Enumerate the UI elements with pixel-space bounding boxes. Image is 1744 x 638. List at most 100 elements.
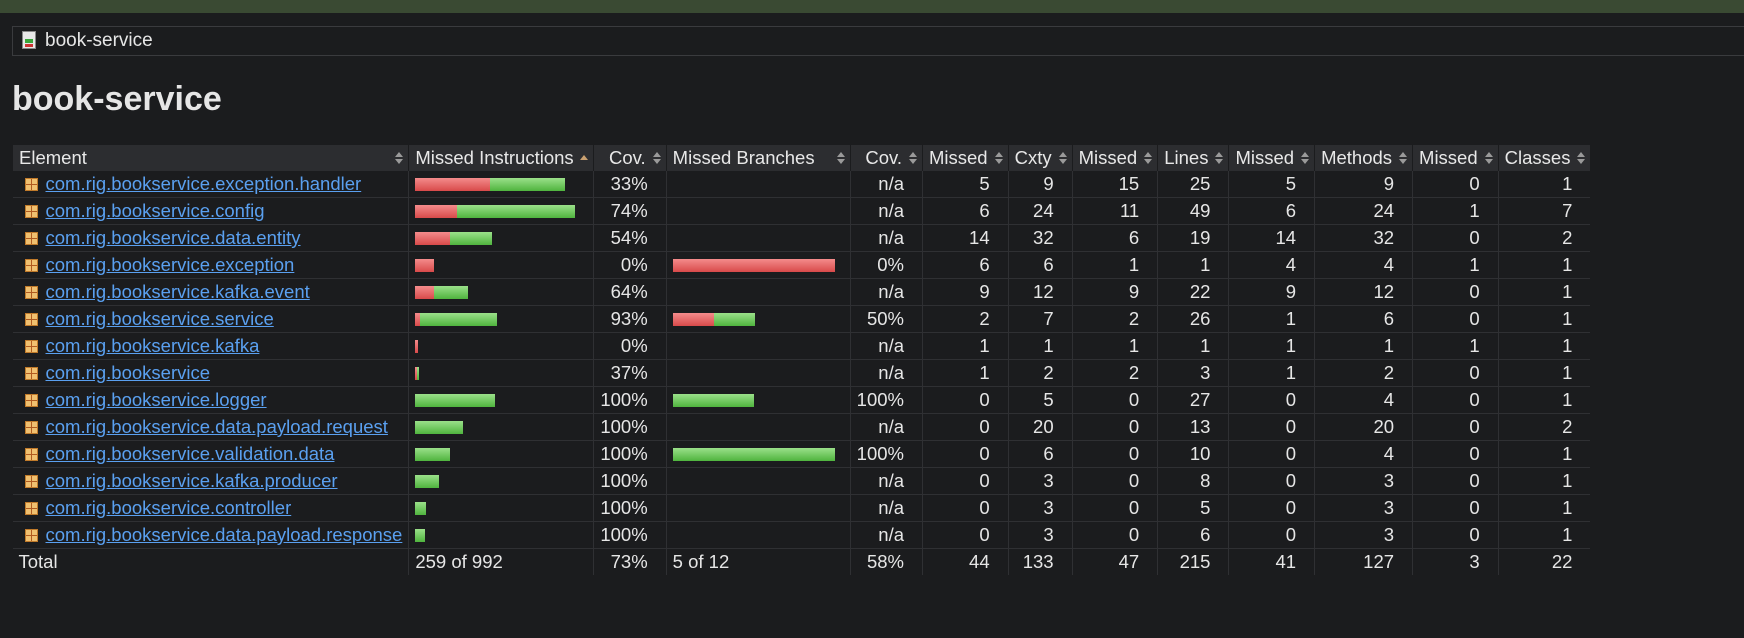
complexity: 6 — [1007, 440, 1073, 468]
lines: 1 — [1157, 332, 1229, 360]
covered-bar — [415, 474, 440, 488]
missed-bar — [415, 312, 421, 326]
package-link[interactable]: com.rig.bookservice.kafka — [45, 335, 260, 356]
missed-classes: 0 — [1412, 386, 1499, 414]
column-header-missed-classes[interactable]: Missed — [1412, 145, 1499, 171]
missed-complexity: 2 — [922, 305, 1009, 333]
column-header-label: Missed — [929, 147, 988, 168]
lines: 13 — [1157, 413, 1229, 441]
methods: 12 — [1314, 278, 1413, 306]
missed-complexity: 0 — [922, 413, 1009, 441]
element-cell: com.rig.bookservice.service — [12, 305, 409, 333]
column-header-lines[interactable]: Lines — [1157, 145, 1229, 171]
lines: 26 — [1157, 305, 1229, 333]
package-link[interactable]: com.rig.bookservice.exception.handler — [45, 173, 362, 194]
coverage-table: Element Missed Instructions Cov. Missed Bra… — [11, 145, 1591, 575]
missed-instructions-cell — [408, 278, 594, 306]
complexity: 5 — [1007, 386, 1073, 414]
missed-branches-cell — [665, 359, 851, 387]
missed-branches-cell — [665, 386, 851, 414]
column-header-branches-coverage[interactable]: Cov. — [849, 145, 923, 171]
missed-classes: 0 — [1412, 413, 1499, 441]
missed-branches-cell — [665, 197, 851, 225]
column-header-element[interactable]: Element — [11, 145, 409, 171]
package-link[interactable]: com.rig.bookservice.validation.data — [45, 443, 335, 464]
missed-branches-cell — [665, 413, 851, 441]
package-link[interactable]: com.rig.bookservice.config — [45, 200, 265, 221]
package-link[interactable]: com.rig.bookservice.exception — [45, 254, 295, 275]
total-m: 127 — [1314, 548, 1413, 575]
package-icon — [24, 528, 38, 542]
missed-instructions-cell — [408, 413, 594, 441]
table-row: com.rig.bookservice.kafka.producer 100% n/… — [12, 467, 1591, 495]
instructions-coverage: 33% — [593, 171, 667, 198]
sort-icon — [1484, 152, 1493, 164]
column-header-label: Missed Branches — [672, 147, 815, 168]
missed-classes: 0 — [1412, 359, 1499, 387]
missed-classes: 1 — [1412, 197, 1499, 225]
complexity: 3 — [1007, 521, 1073, 549]
package-link[interactable]: com.rig.bookservice.logger — [45, 389, 267, 410]
missed-instructions-cell — [408, 467, 594, 495]
missed-lines: 15 — [1071, 171, 1158, 198]
missed-branches-cell — [665, 494, 851, 522]
column-header-complexity[interactable]: Cxty — [1007, 145, 1073, 171]
package-icon — [24, 366, 38, 380]
missed-classes: 0 — [1412, 278, 1499, 306]
instructions-coverage: 0% — [593, 332, 667, 360]
covered-bar — [450, 231, 493, 245]
instructions-coverage: 100% — [593, 413, 667, 441]
covered-bar — [415, 393, 496, 407]
package-link[interactable]: com.rig.bookservice.data.payload.request — [45, 416, 388, 437]
column-header-missed-instructions[interactable]: Missed Instructions — [408, 145, 594, 171]
package-link[interactable]: com.rig.bookservice.data.entity — [45, 227, 301, 248]
lines: 49 — [1157, 197, 1229, 225]
package-link[interactable]: com.rig.bookservice.kafka.producer — [45, 470, 338, 491]
column-header-missed-lines[interactable]: Missed — [1071, 145, 1158, 171]
covered-bar — [417, 366, 420, 380]
branches-coverage: 100% — [849, 386, 923, 414]
missed-methods: 5 — [1228, 171, 1315, 198]
column-header-label: Methods — [1321, 147, 1393, 168]
column-header-methods[interactable]: Methods — [1314, 145, 1413, 171]
package-link[interactable]: com.rig.bookservice.controller — [45, 497, 292, 518]
missed-methods: 0 — [1228, 440, 1315, 468]
branches-coverage: 50% — [849, 305, 923, 333]
branches-coverage: n/a — [849, 197, 923, 225]
classes: 1 — [1497, 332, 1591, 360]
column-header-label: Cxty — [1014, 147, 1052, 168]
package-link[interactable]: com.rig.bookservice.data.payload.respons… — [45, 524, 403, 545]
branches-coverage: n/a — [849, 171, 923, 198]
column-header-missed-methods[interactable]: Missed — [1228, 145, 1315, 171]
sort-icon — [1215, 152, 1224, 164]
package-link[interactable]: com.rig.bookservice.kafka.event — [45, 281, 310, 302]
instructions-coverage: 100% — [593, 494, 667, 522]
lines: 25 — [1157, 171, 1229, 198]
sort-icon — [836, 152, 845, 164]
missed-lines: 1 — [1071, 251, 1158, 279]
table-row: com.rig.bookservice.data.payload.respons… — [12, 521, 1591, 549]
package-link[interactable]: com.rig.bookservice.service — [45, 308, 274, 329]
package-icon — [24, 474, 38, 488]
instructions-coverage: 54% — [593, 224, 667, 252]
element-cell: com.rig.bookservice.data.payload.respons… — [12, 521, 409, 549]
column-header-classes[interactable]: Classes — [1497, 145, 1591, 171]
breadcrumb-item[interactable]: book-service — [45, 30, 153, 51]
package-link[interactable]: com.rig.bookservice — [45, 362, 211, 383]
instructions-coverage: 100% — [593, 467, 667, 495]
sort-icon — [1058, 152, 1067, 164]
total-cx: 133 — [1007, 548, 1073, 575]
window-top-bar — [0, 0, 1744, 13]
column-header-missed-branches[interactable]: Missed Branches — [665, 145, 851, 171]
methods: 4 — [1314, 386, 1413, 414]
total-m-missed: 41 — [1228, 548, 1315, 575]
element-cell: com.rig.bookservice.data.entity — [12, 224, 409, 252]
column-header-instructions-coverage[interactable]: Cov. — [593, 145, 667, 171]
lines: 5 — [1157, 494, 1229, 522]
complexity: 32 — [1007, 224, 1073, 252]
column-header-missed-complexity[interactable]: Missed — [922, 145, 1009, 171]
missed-methods: 9 — [1228, 278, 1315, 306]
methods: 2 — [1314, 359, 1413, 387]
package-icon — [24, 177, 38, 191]
missed-instructions-cell — [408, 386, 594, 414]
